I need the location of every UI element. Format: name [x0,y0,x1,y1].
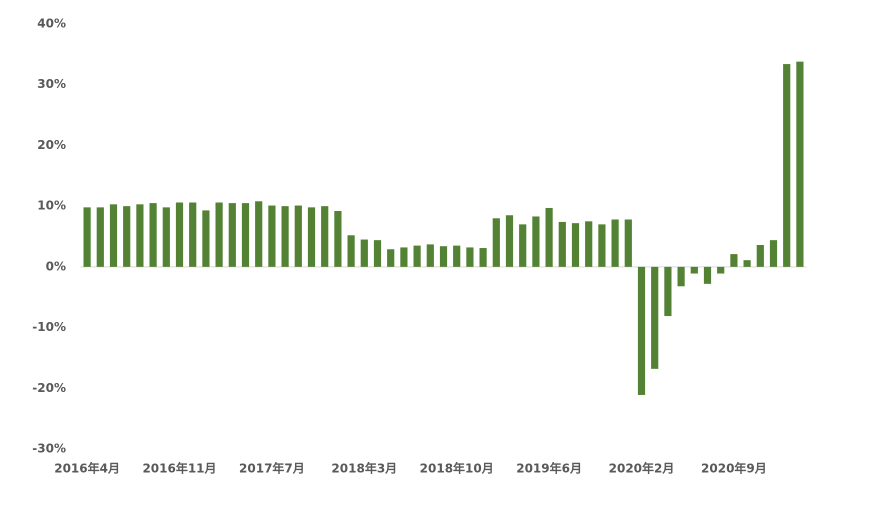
y-tick-label: 40% [37,17,66,31]
bar [545,207,553,267]
bar [558,221,566,267]
bar [783,64,791,267]
y-tick-label: 20% [37,138,66,152]
bar [585,221,593,267]
x-tick-label: 2018年3月 [331,461,397,476]
y-tick-label: -20% [32,381,66,395]
bar [123,206,131,267]
bar [743,260,751,267]
y-tick-label: 10% [37,199,66,213]
bar [241,203,250,267]
bar [360,239,368,267]
bar [189,202,197,267]
bar [294,205,302,267]
bar [347,235,355,267]
bar [228,203,236,267]
bar [281,206,289,267]
bar [690,266,698,274]
bar [598,224,606,267]
y-tick-label: 30% [37,77,66,91]
bar [400,247,408,267]
bar [677,266,685,287]
bar [571,223,580,267]
bar [730,254,738,267]
x-tick-label: 2020年9月 [701,461,767,476]
y-tick-label: -10% [32,320,66,334]
bar [162,207,170,267]
bar [439,246,448,267]
bar [255,201,263,267]
bar [453,245,461,267]
bar [611,219,619,267]
bar [321,206,329,267]
bar [175,202,184,267]
bar [703,266,712,284]
bar [532,216,540,267]
bar [83,207,91,267]
bar [96,207,104,267]
bar [387,249,395,267]
bar [136,204,144,267]
x-tick-label: 2018年10月 [420,461,494,476]
x-tick-label: 2017年7月 [239,461,305,476]
bar [756,245,764,267]
bar [717,266,725,274]
x-tick-label: 2016年11月 [142,461,216,476]
bar [519,224,527,267]
bar [413,245,421,267]
bar [215,202,223,267]
bar [505,215,514,267]
y-tick-label: 0% [46,259,66,273]
x-tick-label: 2019年6月 [516,461,582,476]
bar [624,219,632,267]
bar [637,266,646,395]
bar [769,240,778,267]
bar [268,205,276,267]
bar [334,211,342,267]
x-tick-label: 2016年4月 [54,461,120,476]
bar [373,240,382,267]
bar [479,248,487,267]
bar [466,247,474,267]
bar [202,210,210,267]
x-tick-label: 2020年2月 [609,461,675,476]
bar [492,218,500,267]
bar [149,203,157,267]
bar [796,61,804,267]
bar [426,244,434,267]
bar [109,204,118,267]
bar [651,266,659,369]
bar [307,207,316,267]
y-tick-label: -30% [32,442,66,456]
bar [664,266,672,317]
